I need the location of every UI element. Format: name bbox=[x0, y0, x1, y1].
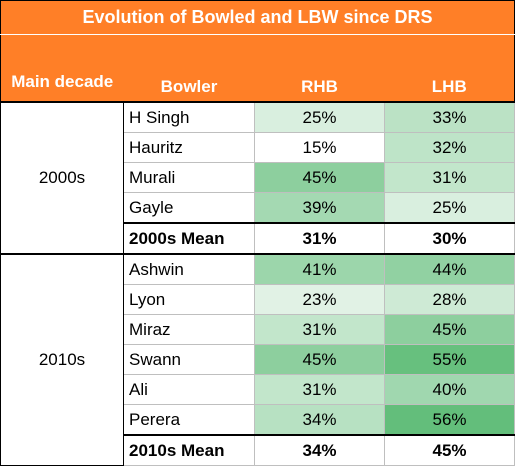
table-row: Swann 45% 55% bbox=[1, 344, 515, 375]
rhb-cell: 23% bbox=[254, 284, 385, 315]
decade-cell: 2000s bbox=[0, 101, 124, 255]
rhb-cell: 31% bbox=[254, 374, 385, 405]
lhb-cell: 55% bbox=[383, 344, 515, 375]
lhb-cell: 56% bbox=[383, 404, 515, 436]
lhb-cell: 45% bbox=[383, 314, 515, 345]
header-decade: Main decade bbox=[0, 34, 124, 102]
lhb-cell: 31% bbox=[383, 162, 515, 193]
lhb-cell: 40% bbox=[383, 374, 515, 405]
mean-lhb-cell: 45% bbox=[383, 434, 515, 466]
table-title: Evolution of Bowled and LBW since DRS bbox=[0, 0, 515, 35]
mean-label: 2010s Mean bbox=[123, 434, 255, 466]
header-rhb: RHB bbox=[254, 34, 385, 102]
bowler-cell: Ashwin bbox=[123, 253, 255, 285]
lhb-cell: 32% bbox=[383, 132, 515, 163]
table-row: Murali 45% 31% bbox=[1, 162, 515, 193]
bowler-cell: Miraz bbox=[123, 314, 255, 345]
lhb-cell: 44% bbox=[383, 253, 515, 285]
table-row: Gayle 39% 25% bbox=[1, 192, 515, 224]
bowler-cell: Gayle bbox=[123, 192, 255, 224]
rhb-cell: 25% bbox=[254, 101, 385, 133]
rhb-cell: 45% bbox=[254, 162, 385, 193]
table-row: Miraz 31% 45% bbox=[1, 314, 515, 345]
rhb-cell: 31% bbox=[254, 314, 385, 345]
bowler-cell: Hauritz bbox=[123, 132, 255, 163]
header-bowler: Bowler bbox=[123, 34, 255, 102]
mean-row: 2000s Mean 31% 30% bbox=[0, 222, 515, 255]
bowler-cell: Murali bbox=[123, 162, 255, 193]
rhb-cell: 41% bbox=[254, 253, 385, 285]
rhb-cell: 45% bbox=[254, 344, 385, 375]
table-row: 2000s H Singh 25% 33% bbox=[0, 101, 515, 255]
bowler-cell: H Singh bbox=[123, 101, 255, 133]
bowler-cell: Lyon bbox=[123, 284, 255, 315]
table-row: Lyon 23% 28% bbox=[1, 284, 515, 315]
mean-rhb-cell: 31% bbox=[254, 222, 385, 255]
table-row: 2010s Ashwin 41% 44% bbox=[0, 253, 515, 466]
table-row: Hauritz 15% 32% bbox=[1, 132, 515, 163]
rhb-cell: 39% bbox=[254, 192, 385, 224]
mean-label: 2000s Mean bbox=[123, 222, 255, 255]
lhb-cell: 25% bbox=[383, 192, 515, 224]
bowler-cell: Ali bbox=[123, 374, 255, 405]
lhb-cell: 33% bbox=[383, 101, 515, 133]
bowler-cell: Perera bbox=[123, 404, 255, 436]
header-lhb: LHB bbox=[384, 34, 515, 102]
table-row: Ali 31% 40% bbox=[1, 374, 515, 405]
mean-lhb-cell: 30% bbox=[383, 222, 515, 255]
decade-cell: 2010s bbox=[0, 253, 124, 466]
lhb-cell: 28% bbox=[383, 284, 515, 315]
rhb-cell: 15% bbox=[254, 132, 385, 163]
table-row: Perera 34% 56% bbox=[1, 404, 515, 436]
rhb-cell: 34% bbox=[254, 404, 385, 436]
bowler-cell: Swann bbox=[123, 344, 255, 375]
mean-rhb-cell: 34% bbox=[254, 434, 385, 466]
